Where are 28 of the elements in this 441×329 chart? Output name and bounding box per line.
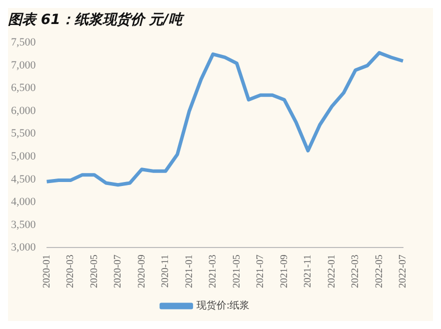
y-tick-label: 5,500	[11, 128, 36, 140]
x-tick-label: 2020-03	[65, 254, 76, 288]
x-tick-label: 2020-11	[160, 254, 172, 288]
y-tick-label: 3,000	[11, 242, 36, 254]
y-tick-label: 3,500	[11, 218, 36, 231]
x-tick-label: 2022-03	[350, 254, 362, 288]
x-tick-label: 2022-07	[398, 254, 409, 288]
x-tick-label: 2022-01	[326, 254, 338, 288]
x-tick-label: 2020-01	[41, 254, 52, 288]
x-tick-label: 2022-05	[374, 254, 385, 288]
y-tick-label: 4,000	[11, 196, 36, 208]
y-tick-label: 4,500	[11, 173, 36, 186]
x-tick-label: 2021-09	[278, 254, 290, 288]
legend-label: 现货价:纸浆	[196, 300, 250, 312]
x-tick-label: 2021-11	[302, 254, 314, 288]
y-tick-label: 7,500	[11, 36, 36, 49]
chart-title: 图表 61：纸浆现货价 元/吨	[8, 12, 186, 28]
x-tick-label: 2021-03	[208, 254, 219, 288]
y-tick-label: 6,500	[11, 82, 36, 94]
y-tick-label: 6,000	[11, 104, 36, 117]
x-tick-label: 2021-05	[231, 254, 242, 288]
x-tick-label: 2020-07	[112, 254, 124, 288]
y-tick-label: 7,000	[11, 59, 36, 72]
x-tick-label: 2020-05	[88, 254, 100, 288]
x-tick-label: 2021-01	[184, 254, 195, 288]
x-tick-label: 2021-07	[255, 254, 266, 288]
y-tick-label: 5,000	[11, 150, 36, 163]
x-tick-label: 2020-09	[136, 254, 148, 288]
